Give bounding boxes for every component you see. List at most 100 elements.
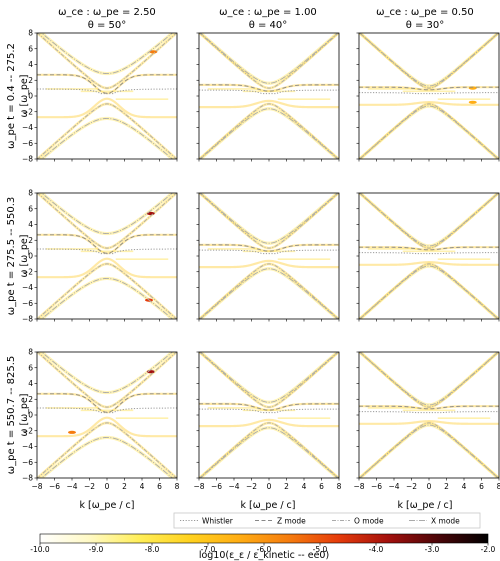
x-mode-curve — [359, 193, 499, 247]
column-titles: ω_ce : ω_pe = 2.50 θ = 50° ω_ce : ω_pe =… — [58, 7, 474, 31]
x-axis-label: k [ω_pe / c] — [80, 500, 135, 511]
x-tick-label: −2 — [246, 482, 257, 491]
hot-spot — [468, 100, 477, 104]
legend-frame — [173, 512, 481, 529]
colorbar-tick-label: -5.0 — [313, 545, 328, 554]
colorbar-tick-label: -8.0 — [145, 545, 160, 554]
o-mode-curve — [37, 33, 177, 89]
o-mode-curve — [359, 352, 499, 408]
y-tick-label: 4 — [28, 60, 33, 69]
column-title: ω_ce : ω_pe = 0.50 — [376, 7, 474, 18]
y-tick-label: 8 — [28, 348, 33, 357]
x-tick-label: −4 — [388, 482, 399, 491]
x-tick-label: 0 — [427, 482, 432, 491]
column-title: θ = 40° — [249, 20, 288, 31]
x-tick-label: −6 — [371, 482, 382, 491]
legend-entry: Z mode — [277, 517, 306, 526]
x-tick-label: 4 — [140, 482, 145, 491]
y-tick-label: 6 — [28, 363, 33, 372]
colorbar-tick-label: -9.0 — [89, 545, 104, 554]
spectrum-band — [207, 88, 331, 100]
axis-ticks — [196, 192, 340, 322]
o-mode-curve — [359, 193, 499, 249]
o-mode-curve — [37, 352, 177, 408]
whistler-curve — [199, 249, 339, 255]
x-tick-label: −2 — [84, 482, 95, 491]
o-mode-curve — [199, 103, 339, 159]
whistler-curve — [199, 89, 339, 95]
panel — [196, 32, 340, 162]
o-mode-curve — [359, 33, 499, 89]
whistler-curve — [37, 88, 177, 95]
x-tick-label: 6 — [157, 482, 162, 491]
o-mode-curve — [199, 193, 339, 249]
z-mode-curve — [359, 86, 499, 91]
x-tick-label: 6 — [479, 482, 484, 491]
y-tick-label: −8 — [22, 474, 33, 483]
y-tick-label: −6 — [22, 299, 33, 308]
o-mode-curve — [37, 193, 177, 249]
y-tick-label: 2 — [28, 395, 33, 404]
axis-ticks — [356, 192, 500, 322]
axis-ticks — [34, 32, 178, 162]
x-tick-label: −4 — [66, 482, 77, 491]
x-tick-label: 2 — [444, 482, 449, 491]
y-tick-label: 4 — [28, 379, 33, 388]
colorbar-tick-label: -2.0 — [481, 545, 496, 554]
x-mode-curve — [359, 33, 499, 87]
panel-grid: −8−6−4−202468−8−6−4−202468−8−6−4−202468−… — [22, 29, 500, 491]
x-tick-label: −6 — [49, 482, 60, 491]
hot-spot — [149, 50, 158, 54]
panel — [196, 192, 340, 322]
hot-spot — [68, 430, 76, 434]
y-tick-label: −6 — [22, 458, 33, 467]
x-mode-curve — [40, 193, 174, 235]
x-tick-label: 4 — [302, 482, 307, 491]
whistler-curve — [37, 407, 177, 414]
z-mode-curve — [199, 403, 339, 411]
legend: Whistler Z mode O mode X mode — [173, 512, 481, 529]
row-label: ω_pe t = 0.4 -- 275.2 — [6, 43, 17, 149]
y-tick-label: −4 — [22, 123, 33, 132]
whistler-curve — [37, 248, 177, 255]
whistler-curve — [199, 408, 339, 414]
panel: −8 −6 −4 −2 0 2 4 6 8 −8 −6 −4 −2 0 2 4 6 8 — [22, 348, 180, 491]
spectrum-streak — [199, 418, 339, 428]
x-mode-curve — [40, 33, 174, 75]
x-mode-curve — [359, 352, 499, 406]
x-axis-label: k [ω_pe / c] — [398, 500, 453, 511]
x-tick-label: −8 — [353, 482, 364, 491]
x-mode-curve — [40, 277, 174, 319]
spectrum-band — [207, 248, 331, 260]
x-tick-label: −6 — [211, 482, 222, 491]
x-mode-curve — [40, 352, 174, 394]
panel — [356, 192, 500, 322]
spectrum-streak — [359, 101, 499, 106]
x-tick-label: 0 — [267, 482, 272, 491]
colorbar-label: log10(ε_ε / ε_kinetic -- ee0) — [199, 550, 329, 561]
legend-entry: Whistler — [202, 517, 234, 526]
axis-ticks — [34, 192, 178, 322]
axis-ticks — [356, 351, 500, 481]
x-tick-label: 4 — [462, 482, 467, 491]
x-mode-curve — [359, 265, 499, 319]
axis-ticks — [356, 32, 500, 162]
x-mode-curve — [359, 105, 499, 159]
o-mode-curve — [199, 33, 339, 89]
axis-ticks — [196, 32, 340, 162]
x-mode-curve — [40, 117, 174, 159]
whistler-curve — [359, 92, 499, 95]
x-axis-label: k [ω_pe / c] — [241, 500, 296, 511]
spectrum-band — [367, 88, 491, 100]
panel: −8 −6 −4 −2 0 2 4 6 8 — [353, 351, 500, 491]
x-mode-curve — [199, 427, 339, 478]
y-tick-label: −8 — [22, 155, 33, 164]
y-tick-label: 8 — [28, 189, 33, 198]
row-label: ω_pe t = 550.7 -- 825.5 — [6, 356, 17, 475]
x-tick-label: −2 — [406, 482, 417, 491]
colorbar-tick-label: -4.0 — [369, 545, 384, 554]
x-tick-label: 2 — [122, 482, 127, 491]
y-tick-label: −2 — [22, 107, 33, 116]
spectrum-streak — [37, 97, 177, 119]
y-tick-label: 6 — [28, 204, 33, 213]
